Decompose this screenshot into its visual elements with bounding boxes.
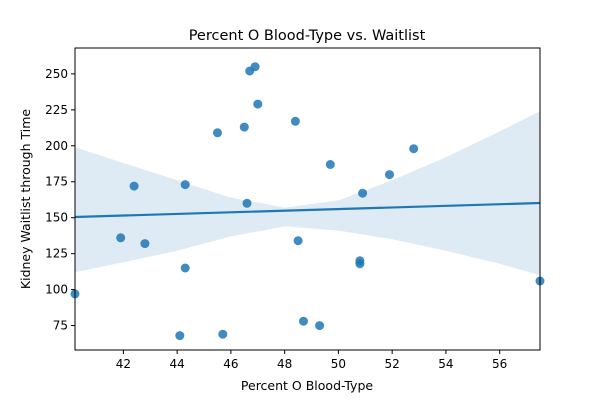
confidence-band (75, 111, 540, 276)
axes-frame (74, 47, 541, 351)
data-point-9 (218, 329, 228, 339)
x-tick-label-48: 48 (277, 357, 292, 371)
data-point-7 (180, 263, 190, 273)
x-tick-label-52: 52 (385, 357, 400, 371)
y-tick-label-250: 250 (45, 67, 68, 81)
y-tick-label-175: 175 (45, 175, 68, 189)
data-point-5 (175, 331, 185, 341)
plot-area (70, 62, 545, 341)
data-point-15 (290, 116, 300, 126)
x-tick-label-46: 46 (223, 357, 238, 371)
data-point-3 (129, 181, 139, 191)
data-point-6 (180, 180, 190, 190)
y-tick-label-100: 100 (45, 283, 68, 297)
x-tick-label-54: 54 (438, 357, 453, 371)
y-tick-label-225: 225 (45, 103, 68, 117)
data-point-24 (409, 144, 419, 154)
data-point-22 (358, 188, 368, 198)
y-axis-label: Kidney Waitlist through Time (18, 109, 33, 290)
x-axis-label: Percent O Blood-Type (241, 378, 373, 393)
data-point-16 (293, 236, 303, 246)
y-tick-label-150: 150 (45, 211, 68, 225)
regression-line (74, 201, 541, 219)
data-point-2 (116, 233, 126, 243)
y-tick-label-75: 75 (53, 319, 68, 333)
x-tick-label-56: 56 (492, 357, 507, 371)
data-point-4 (140, 239, 150, 249)
data-point-23 (385, 170, 394, 180)
x-tick-label-50: 50 (331, 357, 346, 371)
data-point-10 (239, 122, 249, 132)
x-tick-label-42: 42 (116, 357, 131, 371)
y-tick-label-125: 125 (45, 247, 68, 261)
data-point-8 (213, 128, 222, 138)
data-point-19 (325, 160, 335, 169)
x-tick-label-44: 44 (169, 357, 184, 371)
data-point-11 (242, 198, 252, 208)
data-point-21 (355, 256, 365, 266)
y-tick-label-200: 200 (45, 139, 68, 153)
data-point-17 (299, 316, 308, 326)
data-point-13 (250, 62, 260, 72)
data-point-14 (253, 99, 263, 109)
axis-ticks: 42 44 46 48 50 52 54 56 75 100 125 150 175 200 225 250 (45, 67, 507, 371)
chart-title: Percent O Blood-Type vs. Waitlist (189, 28, 426, 44)
data-point-18 (315, 321, 325, 331)
